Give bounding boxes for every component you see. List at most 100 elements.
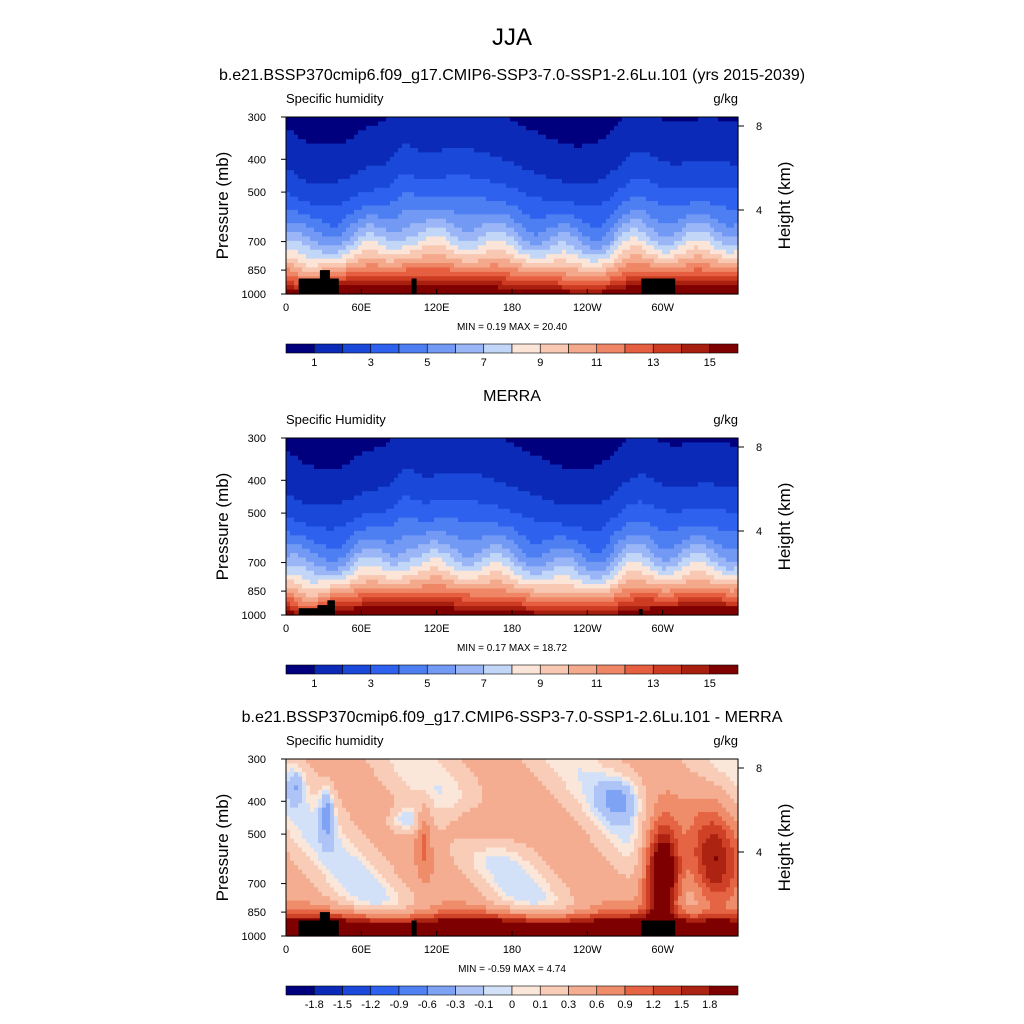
contour-cell: [450, 209, 455, 215]
contour-cell: [618, 276, 623, 282]
contour-cell: [598, 139, 603, 145]
contour-cell: [578, 165, 583, 171]
contour-cell: [670, 201, 675, 207]
contour-cell: [594, 249, 599, 255]
contour-cell: [606, 125, 611, 131]
contour-cell: [522, 139, 527, 145]
contour-cell: [506, 258, 511, 264]
contour-cell: [502, 156, 507, 162]
contour-cell: [386, 438, 391, 444]
contour-cell: [698, 143, 703, 149]
contour-cell: [434, 139, 439, 145]
contour-cell: [566, 196, 571, 202]
contour-cell: [698, 236, 703, 242]
contour-cell: [322, 161, 327, 167]
contour-cell: [362, 192, 367, 198]
contour-cell: [530, 451, 535, 457]
contour-cell: [586, 121, 591, 127]
contour-cell: [546, 117, 551, 123]
contour-cell: [718, 165, 723, 171]
contour-cell: [498, 276, 503, 282]
contour-cell: [302, 267, 307, 273]
contour-cell: [386, 267, 391, 273]
contour-cell: [550, 438, 555, 444]
contour-cell: [482, 438, 487, 444]
contour-cell: [406, 451, 411, 457]
contour-cell: [342, 183, 347, 189]
contour-cell: [318, 125, 323, 131]
contour-cell: [694, 438, 699, 444]
contour-cell: [578, 130, 583, 136]
contour-cell: [714, 147, 719, 153]
contour-cell: [422, 143, 427, 149]
contour-cell: [470, 125, 475, 131]
contour-cell: [638, 125, 643, 131]
contour-cell: [326, 263, 331, 269]
contour-cell: [462, 263, 467, 269]
contour-cell: [358, 254, 363, 260]
contour-cell: [690, 223, 695, 229]
contour-cell: [674, 143, 679, 149]
contour-cell: [706, 192, 711, 198]
contour-cell: [702, 276, 707, 282]
contour-cell: [562, 289, 567, 295]
contour-cell: [326, 249, 331, 255]
contour-cell: [350, 170, 355, 176]
contour-cell: [526, 130, 531, 136]
contour-cell: [678, 285, 683, 291]
contour-cell: [406, 232, 411, 238]
contour-cell: [650, 174, 655, 180]
contour-cell: [434, 209, 439, 215]
contour-cell: [602, 285, 607, 291]
contour-cell: [410, 227, 415, 233]
contour-cell: [510, 170, 515, 176]
contour-cell: [630, 201, 635, 207]
contour-cell: [414, 161, 419, 167]
contour-cell: [498, 143, 503, 149]
contour-cell: [354, 446, 359, 452]
contour-cell: [462, 280, 467, 286]
contour-cell: [622, 258, 627, 264]
contour-cell: [398, 165, 403, 171]
x-tick-label: 120W: [573, 302, 602, 314]
contour-cell: [410, 152, 415, 158]
contour-cell: [590, 165, 595, 171]
contour-cell: [506, 178, 511, 184]
contour-cell: [678, 209, 683, 215]
contour-cell: [334, 143, 339, 149]
contour-cell: [442, 178, 447, 184]
contour-cell: [618, 258, 623, 264]
contour-cell: [706, 121, 711, 127]
contour-cell: [406, 218, 411, 224]
contour-cell: [574, 285, 579, 291]
contour-cell: [414, 143, 419, 149]
contour-cell: [726, 143, 731, 149]
contour-cell: [482, 156, 487, 162]
contour-cell: [454, 130, 459, 136]
contour-cell: [550, 276, 555, 282]
contour-cell: [582, 209, 587, 215]
contour-cell: [350, 442, 355, 448]
contour-cell: [638, 442, 643, 448]
contour-cell: [370, 451, 375, 457]
contour-cell: [518, 209, 523, 215]
contour-cell: [694, 285, 699, 291]
contour-cell: [462, 442, 467, 448]
contour-cell: [506, 289, 511, 295]
contour-cell: [710, 121, 715, 127]
contour-cell: [530, 139, 535, 145]
contour-cell: [538, 218, 543, 224]
contour-cell: [674, 147, 679, 153]
contour-cell: [546, 254, 551, 260]
contour-cell: [290, 139, 295, 145]
contour-cell: [622, 254, 627, 260]
contour-cell: [606, 192, 611, 198]
contour-cell: [698, 276, 703, 282]
contour-cell: [482, 147, 487, 153]
contour-cell: [582, 170, 587, 176]
contour-cell: [582, 289, 587, 295]
contour-cell: [718, 196, 723, 202]
contour-cell: [598, 285, 603, 291]
contour-cell: [334, 223, 339, 229]
contour-cell: [570, 201, 575, 207]
